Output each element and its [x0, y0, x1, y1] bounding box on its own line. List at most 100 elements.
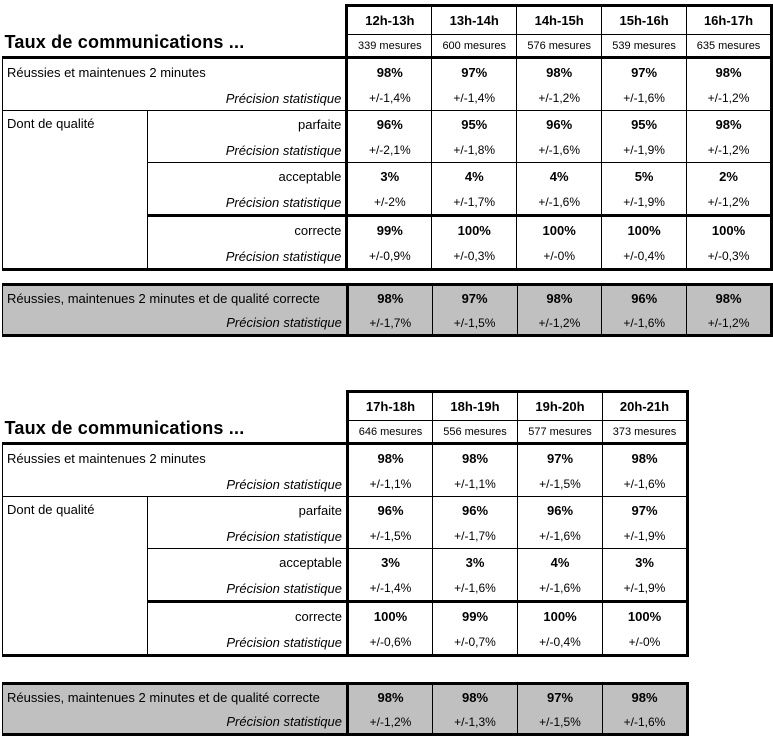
- precision-label: Précision statistique: [2, 710, 349, 735]
- summary-value: 97%: [431, 284, 518, 311]
- hour-header: 19h-20h: [517, 390, 603, 421]
- precision-label: Précision statistique: [147, 524, 349, 549]
- mesures-count: 339 mesures: [345, 34, 433, 59]
- precision-label: Précision statistique: [2, 472, 349, 497]
- summary-band-17h-21h: Réussies, maintenues 2 minutes et de qua…: [2, 682, 689, 736]
- precision-value: +/-1,1%: [432, 472, 518, 497]
- rates-table-17h-21h: Taux de communications ... 17h-18h 18h-1…: [2, 390, 689, 657]
- precision-value: +/-1,8%: [431, 138, 518, 163]
- rate-value: 95%: [431, 110, 518, 138]
- rate-value: 97%: [431, 57, 518, 86]
- precision-value: +/-1,5%: [517, 472, 603, 497]
- rate-value: 96%: [517, 496, 603, 524]
- quality-row-label: Dont de qualité: [2, 496, 148, 657]
- summary-value: 97%: [517, 683, 603, 710]
- precision-value: +/-1,9%: [601, 138, 688, 163]
- hour-header: 18h-19h: [432, 390, 518, 421]
- rate-value: 3%: [602, 548, 689, 576]
- table-title-cell: Taux de communications ...: [2, 391, 348, 445]
- rate-value: 3%: [345, 162, 433, 190]
- summary-label: Réussies, maintenues 2 minutes et de qua…: [2, 284, 349, 311]
- hour-header: 20h-21h: [602, 390, 689, 421]
- summary-precision: +/-1,2%: [686, 311, 772, 336]
- rate-value: 95%: [601, 110, 688, 138]
- rate-value: 4%: [516, 162, 603, 190]
- precision-value: +/-1,1%: [346, 472, 433, 497]
- rate-value: 5%: [601, 162, 688, 190]
- rate-value: 99%: [432, 601, 518, 630]
- precision-label: Précision statistique: [147, 244, 349, 271]
- mesures-count: 539 mesures: [601, 34, 688, 59]
- rate-value: 98%: [602, 443, 689, 472]
- precision-label: Précision statistique: [2, 311, 349, 336]
- table-title: Taux de communications ...: [4, 418, 245, 438]
- summary-value: 98%: [602, 683, 688, 710]
- rate-value: 99%: [345, 215, 433, 244]
- summary-precision: +/-1,3%: [432, 710, 518, 735]
- hour-header: 12h-13h: [345, 4, 433, 35]
- hour-header: 15h-16h: [601, 4, 688, 35]
- precision-value: +/-0%: [516, 244, 603, 271]
- precision-label: Précision statistique: [147, 576, 349, 603]
- mesures-count: 576 mesures: [516, 34, 603, 59]
- rate-value: 98%: [686, 110, 773, 138]
- rate-value: 98%: [686, 57, 773, 86]
- rate-value: 98%: [346, 443, 433, 472]
- precision-label: Précision statistique: [147, 138, 349, 163]
- quality-sublabel-acceptable: acceptable: [147, 548, 349, 576]
- quality-sublabel-acceptable: acceptable: [147, 162, 349, 190]
- rate-value: 100%: [601, 215, 688, 244]
- hour-header: 17h-18h: [346, 390, 433, 421]
- summary-precision: +/-1,6%: [601, 311, 688, 336]
- precision-value: +/-1,6%: [517, 524, 603, 549]
- rate-value: 100%: [516, 215, 603, 244]
- summary-value: 96%: [601, 284, 688, 311]
- rate-value: 2%: [686, 162, 773, 190]
- summary-value: 98%: [686, 284, 772, 311]
- table-title: Taux de communications ...: [4, 32, 245, 52]
- precision-value: +/-1,6%: [516, 190, 603, 217]
- rate-value: 98%: [345, 57, 433, 86]
- quality-row-label: Dont de qualité: [2, 110, 148, 271]
- quality-sublabel-correct: correcte: [147, 601, 349, 630]
- rate-value: 96%: [432, 496, 518, 524]
- precision-value: +/-0,4%: [517, 630, 603, 657]
- hour-header: 16h-17h: [686, 4, 773, 35]
- precision-value: +/-1,2%: [686, 190, 773, 217]
- mesures-count: 635 mesures: [686, 34, 773, 59]
- precision-label: Précision statistique: [147, 630, 349, 657]
- precision-value: +/-2,1%: [345, 138, 433, 163]
- rate-value: 3%: [432, 548, 518, 576]
- mesures-count: 646 mesures: [346, 420, 433, 445]
- mesures-count: 373 mesures: [602, 420, 689, 445]
- summary-value: 98%: [432, 683, 518, 710]
- quality-sublabel-correct: correcte: [147, 215, 349, 244]
- precision-value: +/-2%: [345, 190, 433, 217]
- summary-precision: +/-1,2%: [347, 710, 433, 735]
- rate-value: 97%: [602, 496, 689, 524]
- rate-value: 100%: [346, 601, 433, 630]
- table-title-cell: Taux de communications ...: [2, 5, 347, 59]
- precision-value: +/-1,7%: [431, 190, 518, 217]
- rate-value: 100%: [431, 215, 518, 244]
- hour-header: 13h-14h: [431, 4, 518, 35]
- precision-value: +/-1,4%: [345, 86, 433, 111]
- summary-precision: +/-1,7%: [346, 311, 433, 336]
- hour-header: 14h-15h: [516, 4, 603, 35]
- precision-value: +/-1,9%: [602, 524, 689, 549]
- mesures-count: 600 mesures: [431, 34, 518, 59]
- row-label-maintained: Réussies et maintenues 2 minutes: [1, 57, 349, 86]
- precision-value: +/-0,6%: [346, 630, 433, 657]
- precision-value: +/-1,2%: [686, 138, 773, 163]
- precision-label: Précision statistique: [147, 190, 349, 217]
- precision-value: +/-0%: [602, 630, 689, 657]
- mesures-count: 556 mesures: [432, 420, 518, 445]
- rate-value: 97%: [601, 57, 688, 86]
- rate-value: 100%: [686, 215, 773, 244]
- summary-precision: +/-1,5%: [517, 710, 603, 735]
- rate-value: 97%: [517, 443, 603, 472]
- precision-value: +/-0,3%: [431, 244, 518, 271]
- precision-value: +/-1,6%: [432, 576, 518, 603]
- rate-value: 98%: [432, 443, 518, 472]
